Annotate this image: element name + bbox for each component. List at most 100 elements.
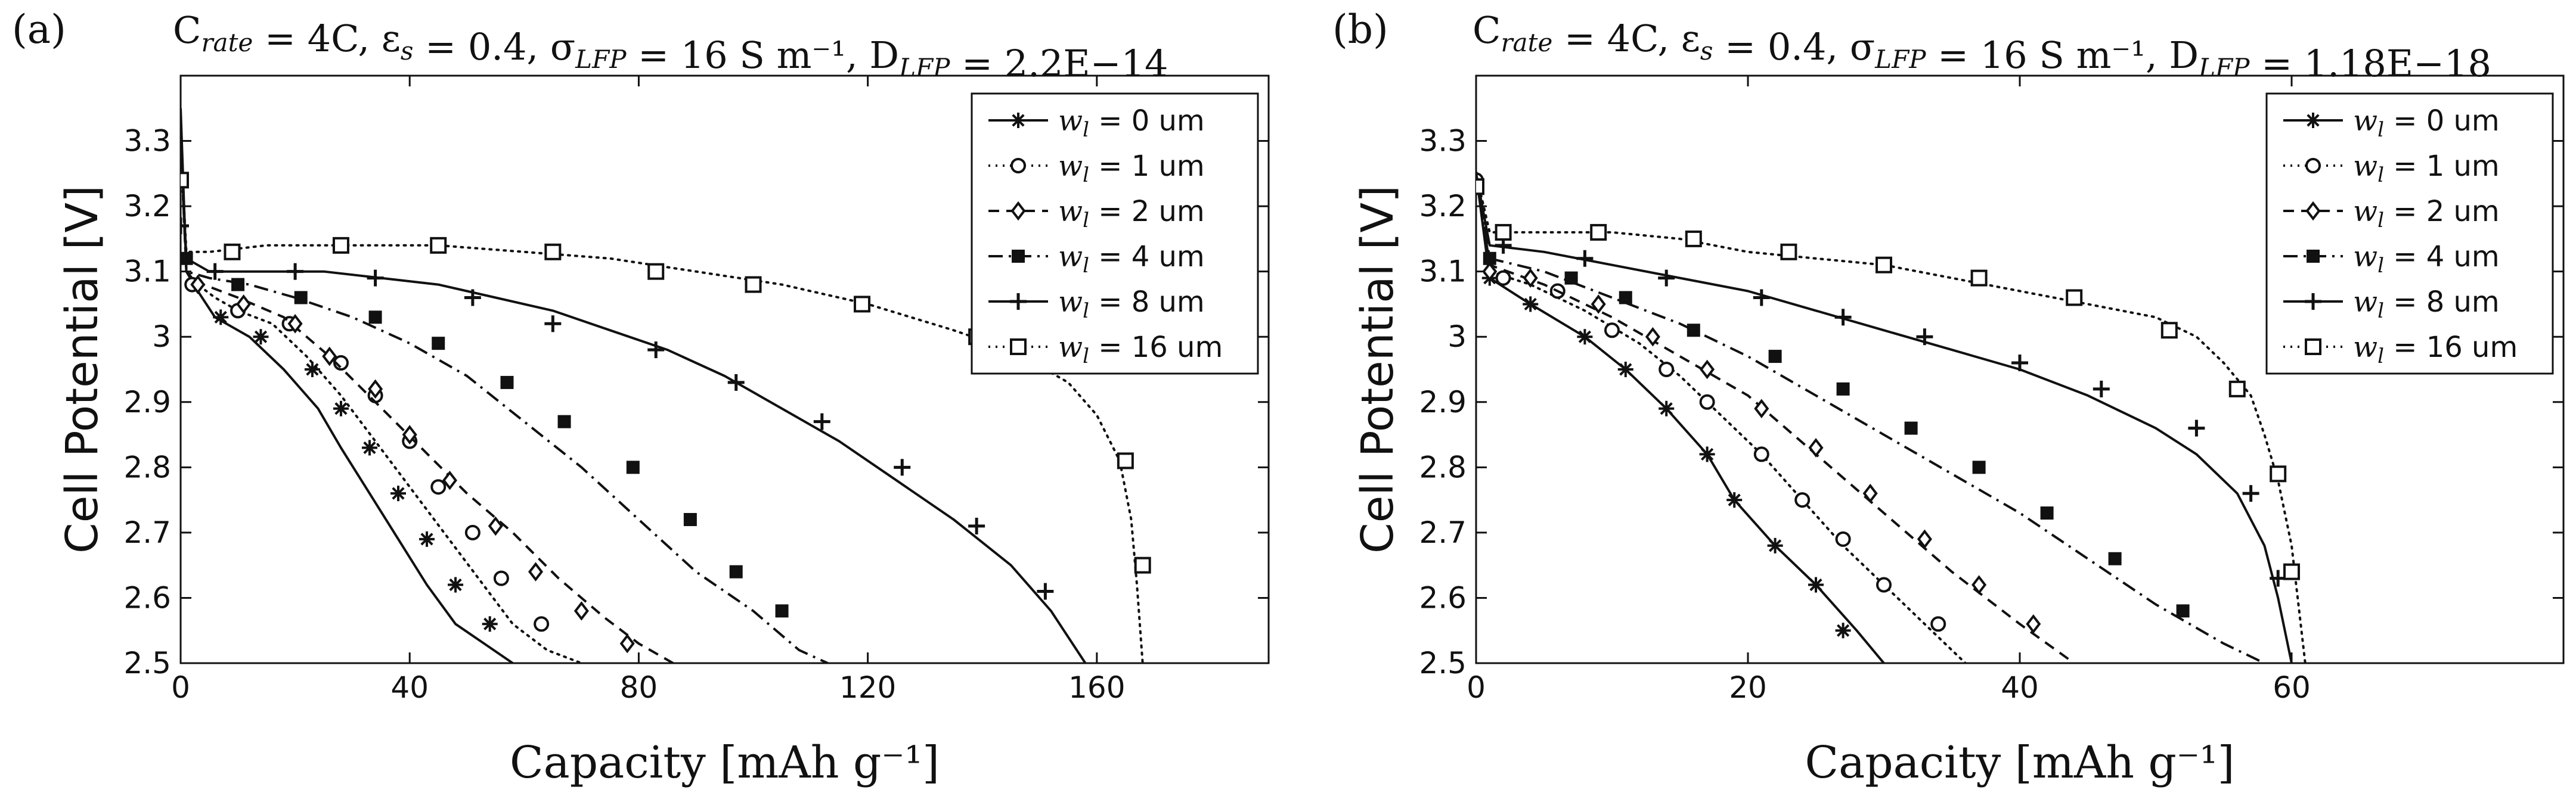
legend-label: wl = 0 um [2353, 104, 2500, 142]
data-point [2176, 604, 2190, 618]
data-point [1726, 492, 1743, 508]
data-point [1808, 438, 1824, 458]
data-point [1835, 623, 1851, 639]
data-point [1590, 223, 1607, 241]
data-point [333, 400, 349, 416]
legend-label: wl = 16 um [2353, 331, 2518, 368]
y-tick-label: 2.5 [123, 646, 171, 680]
data-point [1930, 616, 1946, 632]
legend-marker [1010, 201, 1026, 221]
legend-entry: wl = 1 um [988, 150, 1205, 187]
data-point [367, 269, 384, 287]
data-point [213, 309, 229, 325]
legend-entry: wl = 0 um [988, 104, 1205, 142]
data-point [181, 217, 189, 234]
y-tick-label: 2.7 [1419, 515, 1467, 550]
data-point [287, 263, 304, 280]
y-tick-label: 2.5 [1419, 646, 1467, 680]
chart-title: Crate = 4C, εs = 0.4, σLFP = 16 S m⁻¹, D… [1473, 8, 2491, 85]
legend-entry: wl = 16 um [988, 331, 1223, 368]
y-tick-label: 3.2 [1419, 189, 1467, 223]
legend-label: wl = 2 um [1058, 195, 1205, 232]
legend-marker [2305, 201, 2321, 221]
series-line-8-um [1476, 173, 2293, 663]
data-point [1904, 421, 1918, 435]
plot-frame [179, 74, 1270, 664]
legend-label: wl = 16 um [1058, 331, 1223, 368]
data-point [813, 413, 830, 430]
data-point [419, 531, 435, 547]
data-point [287, 314, 303, 334]
data-point [1916, 328, 1933, 346]
legend-label: wl = 1 um [2353, 150, 2500, 187]
data-point [647, 341, 665, 359]
data-point [1780, 243, 1797, 260]
data-point [1876, 577, 1892, 593]
data-point [1564, 271, 1578, 285]
data-point [224, 243, 241, 260]
y-tick-label: 3.1 [123, 254, 171, 289]
legend: wl = 0 um wl = 1 um wl = 2 um wl = 4 um wl =… [2265, 92, 2554, 375]
x-tick-label: 0 [171, 670, 190, 705]
legend-marker [1010, 113, 1026, 128]
y-tick-label: 2.6 [1419, 580, 1467, 615]
legend-label: wl = 4 um [1058, 240, 1205, 278]
plot-area [181, 108, 1151, 663]
y-tick-label: 2.9 [123, 385, 171, 419]
data-point [1917, 529, 1932, 549]
data-point [854, 296, 871, 313]
legend-marker [2305, 158, 2321, 173]
data-point [894, 459, 911, 476]
legend-entry: wl = 8 um [2283, 285, 2500, 323]
data-point [361, 440, 377, 456]
data-point [1117, 452, 1134, 470]
legend-box [971, 92, 1259, 375]
y-tick-label: 2.8 [1419, 450, 1467, 484]
data-point [1577, 329, 1593, 345]
chart-panel-b: (b) Crate = 4C, εs = 0.4, σLFP = 16 S m⁻¹… [1332, 7, 2565, 788]
data-point [1617, 362, 1633, 377]
data-point [2242, 485, 2259, 502]
data-point [332, 237, 349, 254]
data-point [1483, 251, 1496, 265]
data-point [482, 616, 498, 632]
x-tick-label: 60 [2273, 670, 2311, 705]
legend: wl = 0 um wl = 1 um wl = 2 um wl = 4 um wl =… [971, 92, 1259, 375]
data-point [493, 570, 509, 586]
data-point [1699, 394, 1715, 410]
data-point [464, 524, 481, 540]
panel-label: (b) [1332, 7, 1388, 52]
data-point [322, 346, 337, 366]
data-point [2093, 380, 2110, 397]
data-point [727, 374, 745, 391]
series-line-0-um [1476, 173, 1885, 663]
data-point [1658, 269, 1675, 287]
y-tick-label: 3.1 [1419, 254, 1467, 289]
data-point [500, 375, 514, 389]
series-line-4-um [1476, 173, 2265, 663]
data-point [1619, 291, 1632, 304]
x-tick-label: 40 [2001, 670, 2039, 705]
legend-box [2265, 92, 2554, 375]
series-line-0-um [181, 108, 514, 663]
data-point [304, 362, 320, 377]
data-point [1972, 461, 1986, 474]
data-point [626, 461, 640, 474]
data-point [1862, 483, 1878, 503]
x-tick-label: 80 [620, 670, 658, 705]
data-point [1685, 230, 1702, 247]
y-axis-title: Cell Potential [V] [57, 185, 108, 554]
y-axis-title: Cell Potential [V] [1352, 185, 1403, 554]
panel-label: (a) [12, 7, 66, 52]
data-point [968, 517, 985, 534]
data-point [775, 604, 789, 618]
data-point [464, 289, 481, 306]
y-tick-label: 2.9 [1419, 385, 1467, 419]
x-axis-title: Capacity [mAh g⁻¹] [510, 737, 940, 788]
y-tick-label: 2.6 [123, 580, 171, 615]
data-point [236, 294, 252, 314]
data-point [1876, 256, 1892, 273]
legend-label: wl = 8 um [2353, 285, 2500, 323]
legend-label: wl = 0 um [1058, 104, 1205, 142]
legend-entry: wl = 2 um [2283, 195, 2500, 232]
